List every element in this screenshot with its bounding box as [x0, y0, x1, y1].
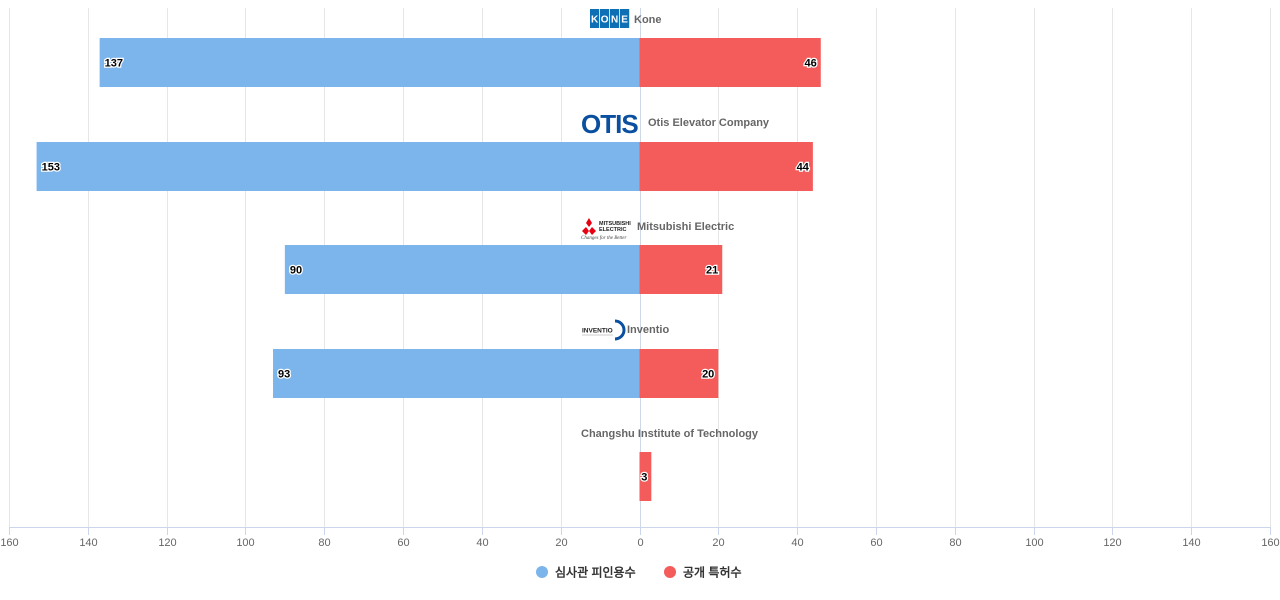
x-tick-label-9: 20 [712, 537, 724, 549]
data-label-right-4: 3 [641, 472, 647, 484]
x-tick-label-7: 20 [555, 537, 567, 549]
x-tick-label-15: 140 [1182, 537, 1200, 549]
data-label-left-2: 90 [290, 265, 302, 277]
data-label-right-2: 21 [706, 265, 718, 277]
data-label-left-3: 93 [278, 369, 290, 381]
x-tick-label-4: 80 [318, 537, 330, 549]
kone-logo-letter-0: K [591, 15, 599, 26]
inventio-logo-text: INVENTIO [582, 328, 613, 335]
data-label-right-3: 20 [702, 369, 714, 381]
category-3: INVENTIO Inventio [582, 319, 669, 341]
kone-logo-block-2 [610, 9, 620, 28]
mitsubishi-logo-line-2: ELECTRIC [599, 227, 627, 233]
kone-logo-letter-3: E [621, 15, 628, 26]
category-label-4: Changshu Institute of Technology [581, 428, 759, 440]
x-tick-label-11: 60 [870, 537, 882, 549]
x-tick-label-1: 140 [79, 537, 97, 549]
x-tick-label-13: 100 [1025, 537, 1043, 549]
data-label-right-0: 46 [805, 58, 817, 70]
x-tick-label-16: 160 [1261, 537, 1279, 549]
category-label-2: Mitsubishi Electric [637, 221, 734, 233]
x-tick-label-3: 100 [236, 537, 254, 549]
legend[interactable]: 심사관 피인용수 공개 특허수 [536, 565, 742, 580]
x-tick-label-2: 120 [158, 537, 176, 549]
bar-left-2 [284, 245, 640, 294]
kone-logo-block-3 [620, 9, 630, 28]
mitsubishi-diamond-top [586, 218, 592, 227]
mitsubishi-diamond-right [589, 227, 596, 235]
x-tick-label-12: 80 [949, 537, 961, 549]
legend-item-1[interactable]: 공개 특허수 [664, 565, 742, 580]
category-label-3: Inventio [627, 324, 669, 336]
mitsubishi-diamond-left [582, 227, 589, 235]
mitsubishi-logo-line-1: MITSUBISHI [599, 221, 631, 227]
bar-right-2 [639, 245, 723, 294]
kone-logo-letter-2: N [611, 15, 618, 26]
kone-logo-block-0 [590, 9, 600, 28]
data-label-left-1: 153 [42, 162, 60, 174]
legend-label-0: 심사관 피인용수 [555, 565, 636, 580]
category-label-0: Kone [634, 14, 662, 26]
x-tick-label-10: 40 [791, 537, 803, 549]
x-tick-label-14: 120 [1103, 537, 1121, 549]
inventio-logo-arc [614, 319, 626, 341]
data-label-left-0: 137 [105, 58, 123, 70]
x-tick-label-0: 160 [0, 537, 18, 549]
bar-left-1 [36, 142, 640, 191]
bar-right-3 [639, 349, 719, 398]
bar-left-3 [273, 349, 640, 398]
category-4: Changshu Institute of Technology [581, 428, 759, 440]
kone-logo-block-1 [600, 9, 610, 28]
data-label-right-1: 44 [797, 162, 810, 174]
bars: 137 46 153 44 90 21 93 20 3 [36, 38, 821, 501]
legend-item-0[interactable]: 심사관 피인용수 [536, 565, 636, 580]
x-tick-label-6: 40 [476, 537, 488, 549]
category-0: K O N E Kone [590, 9, 662, 28]
mitsubishi-logo-tagline: Changes for the Better [581, 236, 626, 241]
bar-right-0 [639, 38, 821, 87]
legend-marker-0 [536, 566, 548, 578]
category-1: OTIS Otis Elevator Company [581, 109, 770, 139]
legend-marker-1 [664, 566, 676, 578]
bar-right-4 [639, 452, 652, 501]
category-label-1: Otis Elevator Company [648, 117, 770, 129]
x-axis: 160 140 120 100 80 60 40 20 0 20 40 60 80 100 120 140 16… [0, 527, 1280, 549]
bar-left-0 [99, 38, 640, 87]
category-labels: K O N E Kone OTIS Otis Elevator Company MITSUBI… [581, 9, 770, 440]
kone-logo-letter-1: O [601, 15, 609, 26]
legend-label-1: 공개 특허수 [683, 565, 742, 580]
bar-right-1 [639, 142, 813, 191]
x-tick-label-5: 60 [397, 537, 409, 549]
x-tick-label-8: 0 [637, 537, 643, 549]
otis-logo-text: OTIS [581, 109, 638, 139]
